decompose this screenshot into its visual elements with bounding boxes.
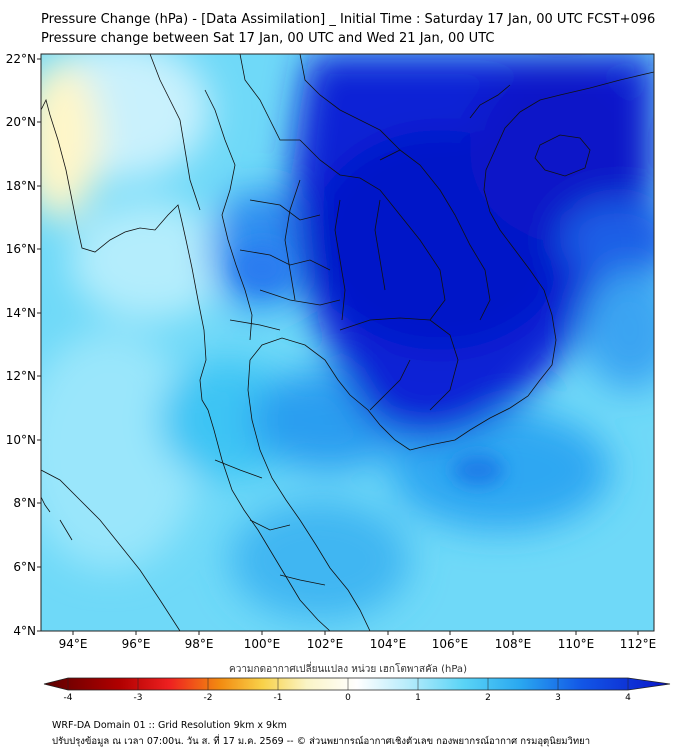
lat-label: 14°N (6, 306, 36, 320)
lat-label: 16°N (6, 242, 36, 256)
lat-label: 6°N (13, 560, 36, 574)
colorbar-tick-labels: -4 -3 -2 -1 0 1 2 3 4 (64, 693, 632, 703)
lon-label: 104°E (370, 637, 407, 651)
title-line-1: Pressure Change (hPa) - [Data Assimilati… (41, 12, 656, 27)
country-borders (41, 54, 654, 631)
lon-label: 108°E (495, 637, 532, 651)
lon-label: 96°E (122, 637, 151, 651)
lon-label: 100°E (244, 637, 281, 651)
colorbar-tick-label: 1 (415, 693, 421, 703)
colorbar-tick-label: 2 (485, 693, 491, 703)
colorbar-tick-label: -1 (274, 693, 283, 703)
lon-labels: 94°E 96°E 98°E 100°E 102°E 104°E 106°E 1… (59, 637, 657, 651)
lat-label: 22°N (6, 52, 36, 66)
colorbar-tick-label: 0 (345, 693, 351, 703)
title-line-2: Pressure change between Sat 17 Jan, 00 U… (41, 31, 495, 46)
pressure-field (41, 54, 654, 631)
lon-ticks (72, 631, 639, 635)
footer-grid-info: WRF-DA Domain 01 :: Grid Resolution 9km … (52, 720, 287, 731)
lon-label: 110°E (558, 637, 595, 651)
lon-label: 102°E (307, 637, 344, 651)
colorbar-label: ความกดอากาศเปลี่ยนแปลง หน่วย เฮกโตพาสคัล… (229, 661, 467, 675)
lat-label: 20°N (6, 115, 36, 129)
colorbar-tick-label: -3 (134, 693, 143, 703)
lat-label: 18°N (6, 179, 36, 193)
lon-label: 106°E (432, 637, 469, 651)
colorbar-tick-label: -2 (204, 693, 213, 703)
lat-label: 10°N (6, 433, 36, 447)
lat-label: 12°N (6, 369, 36, 383)
lat-label: 4°N (13, 624, 36, 638)
lat-ticks (37, 58, 41, 632)
colorbar-tick-label: -4 (64, 693, 73, 703)
lat-label: 8°N (13, 496, 36, 510)
lon-label: 112°E (620, 637, 657, 651)
map-frame (40, 53, 655, 632)
colorbar-tick-label: 4 (625, 693, 631, 703)
colorbar-tick-label: 3 (555, 693, 561, 703)
footer-credit: ปรับปรุงข้อมูล ณ เวลา 07:00น. วัน ส. ที่… (52, 736, 591, 747)
lat-labels: 22°N 20°N 18°N 16°N 14°N 12°N 10°N 8°N 6… (6, 52, 36, 638)
lon-label: 98°E (185, 637, 214, 651)
colorbar-ticks (67, 678, 629, 690)
lon-label: 94°E (59, 637, 88, 651)
